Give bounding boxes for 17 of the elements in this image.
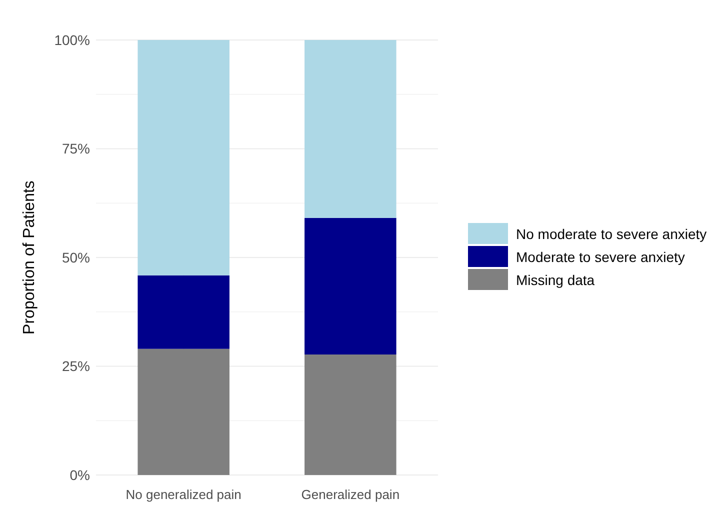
legend-label: No moderate to severe anxiety	[516, 226, 707, 242]
legend-label: Moderate to severe anxiety	[516, 248, 685, 265]
y-tick-label: 50%	[62, 249, 90, 266]
y-tick-label: 0%	[70, 466, 90, 483]
x-tick-label: No generalized pain	[126, 487, 242, 502]
y-tick-label: 75%	[62, 140, 90, 157]
bar	[304, 40, 396, 218]
y-tick-label: 100%	[54, 32, 90, 48]
legend-label: Missing data	[516, 272, 595, 288]
y-tick-label: 25%	[62, 358, 90, 374]
y-axis-title: Proportion of Patients	[21, 180, 38, 334]
bar	[138, 348, 230, 475]
bar	[304, 354, 396, 475]
bar	[138, 275, 230, 349]
bar	[138, 40, 230, 276]
x-tick-label: Generalized pain	[301, 487, 400, 502]
bar	[304, 218, 396, 355]
